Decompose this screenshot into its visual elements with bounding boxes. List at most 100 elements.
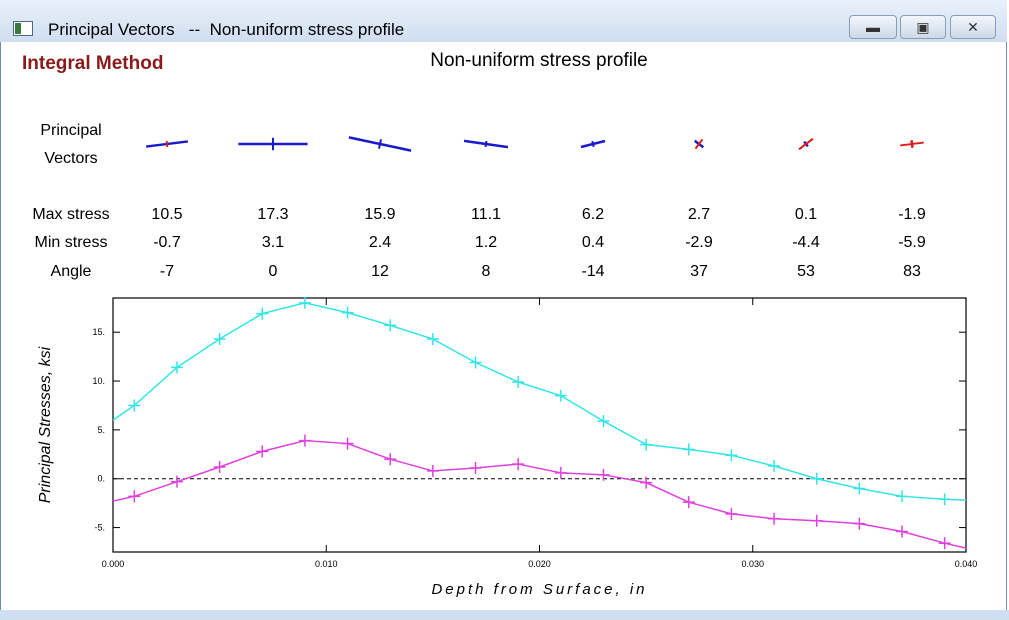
vectors-label-line1: Principal [40, 122, 102, 139]
principal-vector [146, 140, 188, 148]
min-stress-point [597, 468, 610, 481]
max-stress-point [256, 307, 269, 320]
max-stress-line [112, 302, 967, 501]
min-stress-vector [484, 140, 488, 148]
max-stress-point [597, 415, 610, 428]
x-tick-label: 0.020 [528, 559, 551, 569]
x-tick-label: 0.000 [102, 559, 125, 569]
minimize-button[interactable]: ▬ [849, 15, 897, 39]
min-stress-vector [591, 140, 595, 148]
min-stress-point [810, 514, 823, 527]
angle-stress-cell: 53 [797, 263, 815, 280]
min-stress-cell: 1.2 [474, 234, 498, 251]
min-stress-vector [378, 139, 382, 149]
minimize-icon: ▬ [866, 19, 880, 35]
min-stress-point [640, 476, 653, 489]
angle-stress-cell: 12 [371, 263, 389, 280]
x-tick-label: 0.030 [741, 559, 764, 569]
max-stress-cell: 0.1 [794, 206, 818, 223]
chart-title: Non-uniform stress profile [430, 50, 648, 71]
angle-stress-cell: -14 [581, 263, 605, 280]
max-stress-cell: 17.3 [257, 206, 289, 223]
max-stress-point [853, 482, 866, 495]
max-stress-point [298, 296, 311, 309]
window-title: Principal Vectors -- Non-uniform stress … [48, 20, 404, 40]
y-tick-label: 5. [97, 425, 105, 435]
close-button[interactable]: ✕ [950, 15, 996, 39]
max-stress-cell: 6.2 [581, 206, 605, 223]
max-stress-point [426, 333, 439, 346]
min-stress-point [682, 496, 695, 509]
title-bar[interactable]: Principal Vectors -- Non-uniform stress … [0, 0, 1007, 42]
y-tick-label: -5. [94, 523, 105, 533]
angle-stress-cell: 8 [481, 263, 491, 280]
close-icon: ✕ [967, 19, 979, 35]
min-stress-point [384, 453, 397, 466]
min-stress-point [512, 458, 525, 471]
min-stress-point [298, 434, 311, 447]
min-stress-point [725, 507, 738, 520]
max-stress-point [682, 443, 695, 456]
max-stress-point [128, 399, 141, 412]
min-stress-point [896, 525, 909, 538]
x-tick-label: 0.040 [955, 559, 978, 569]
principal-vector [798, 137, 814, 151]
max-stress-cell: 11.1 [471, 206, 501, 223]
max-stress-label: Max stress [32, 206, 110, 223]
min-stress-point [853, 517, 866, 530]
window-title-main: Principal Vectors [48, 20, 175, 39]
max-stress-point [341, 306, 354, 319]
max-stress-point [512, 376, 525, 389]
min-stress-point [554, 466, 567, 479]
min-stress-point [426, 464, 439, 477]
min-stress-point [128, 490, 141, 503]
angle-stress-cell: -7 [159, 263, 175, 280]
min-stress-line [112, 439, 967, 549]
max-stress-point [810, 472, 823, 485]
max-stress-point [725, 449, 738, 462]
angle-stress-cell: 37 [690, 263, 708, 280]
angle-stress-cell: 83 [903, 263, 921, 280]
min-stress-cell: 0.4 [581, 234, 605, 251]
min-stress-cell: 2.4 [368, 234, 392, 251]
y-axis-label: Principal Stresses, ksi [37, 346, 54, 503]
y-tick-label: 0. [97, 474, 105, 484]
max-stress-point [170, 361, 183, 374]
max-stress-point [554, 389, 567, 402]
plot-frame [112, 297, 967, 553]
principal-vectors-row [146, 136, 924, 152]
min-stress-cell: -0.7 [153, 234, 181, 251]
min-stress-cell: 3.1 [261, 234, 285, 251]
min-stress-label: Min stress [34, 234, 108, 251]
maximize-icon: ▣ [916, 19, 930, 35]
min-stress-cell: -5.9 [898, 234, 926, 251]
method-label: Integral Method [22, 53, 164, 74]
max-stress-point [640, 438, 653, 451]
min-stress-vector [900, 141, 924, 147]
min-stress-cell: -2.9 [685, 234, 713, 251]
principal-vector [463, 139, 509, 149]
min-stress-point [768, 512, 781, 525]
x-axis-label: Depth from Surface, in [431, 581, 647, 598]
angle-stress-cell: 0 [268, 263, 278, 280]
y-tick-label: 15. [92, 327, 105, 337]
angle-label: Angle [50, 263, 92, 280]
min-stress-point [938, 537, 951, 550]
window-bottom-border [0, 610, 1009, 620]
min-stress-point [213, 461, 226, 474]
principal-vector [348, 136, 412, 152]
min-stress-point [341, 437, 354, 450]
max-stress-cell: 10.5 [151, 206, 183, 223]
vectors-label-line2: Vectors [44, 150, 98, 167]
min-stress-cell: -4.4 [792, 234, 820, 251]
window-title-sub: -- Non-uniform stress profile [188, 20, 405, 39]
max-stress-point [938, 493, 951, 506]
y-tick-label: 10. [92, 376, 105, 386]
min-stress-vector [694, 138, 704, 150]
maximize-button[interactable]: ▣ [900, 15, 946, 39]
max-stress-point [768, 460, 781, 473]
app-icon [13, 21, 33, 36]
max-stress-cell: 15.9 [364, 206, 396, 223]
